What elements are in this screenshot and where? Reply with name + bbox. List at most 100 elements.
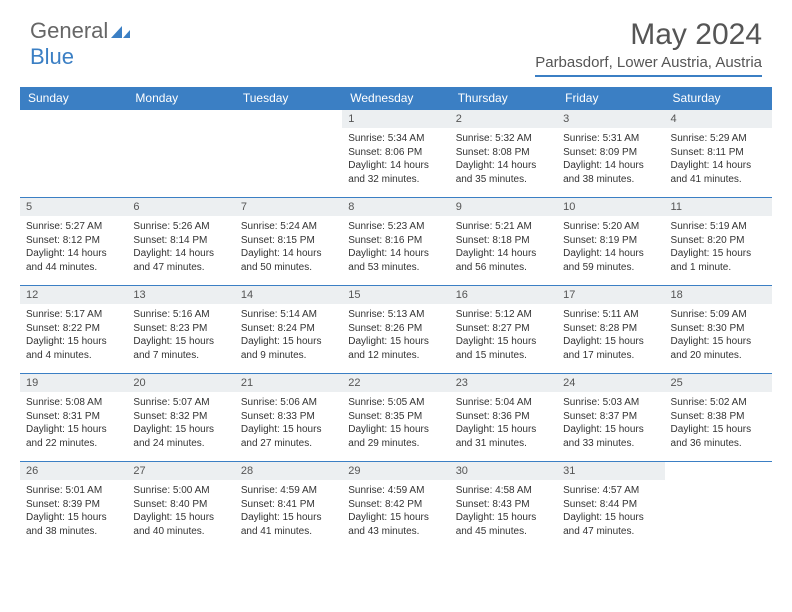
day-details: Sunrise: 4:59 AMSunset: 8:42 PMDaylight:… (342, 480, 449, 542)
day-details: Sunrise: 5:23 AMSunset: 8:16 PMDaylight:… (342, 216, 449, 278)
day-number: 22 (342, 374, 449, 392)
calendar-day-cell: 20Sunrise: 5:07 AMSunset: 8:32 PMDayligh… (127, 374, 234, 462)
calendar-day-cell: 8Sunrise: 5:23 AMSunset: 8:16 PMDaylight… (342, 198, 449, 286)
day-number: 8 (342, 198, 449, 216)
day-number: 5 (20, 198, 127, 216)
day-number: 31 (557, 462, 664, 480)
day-details: Sunrise: 4:58 AMSunset: 8:43 PMDaylight:… (450, 480, 557, 542)
day-details: Sunrise: 5:01 AMSunset: 8:39 PMDaylight:… (20, 480, 127, 542)
day-details: Sunrise: 5:19 AMSunset: 8:20 PMDaylight:… (665, 216, 772, 278)
weekday-header: Tuesday (235, 87, 342, 110)
calendar-body: 1Sunrise: 5:34 AMSunset: 8:06 PMDaylight… (20, 110, 772, 550)
calendar-day-cell: 13Sunrise: 5:16 AMSunset: 8:23 PMDayligh… (127, 286, 234, 374)
weekday-header: Saturday (665, 87, 772, 110)
calendar-day-cell: 22Sunrise: 5:05 AMSunset: 8:35 PMDayligh… (342, 374, 449, 462)
day-details: Sunrise: 5:14 AMSunset: 8:24 PMDaylight:… (235, 304, 342, 366)
day-details: Sunrise: 5:12 AMSunset: 8:27 PMDaylight:… (450, 304, 557, 366)
weekday-header: Thursday (450, 87, 557, 110)
day-details: Sunrise: 5:34 AMSunset: 8:06 PMDaylight:… (342, 128, 449, 190)
day-number: 17 (557, 286, 664, 304)
day-details: Sunrise: 5:00 AMSunset: 8:40 PMDaylight:… (127, 480, 234, 542)
day-details: Sunrise: 4:59 AMSunset: 8:41 PMDaylight:… (235, 480, 342, 542)
calendar-day-cell (127, 110, 234, 198)
day-details: Sunrise: 5:31 AMSunset: 8:09 PMDaylight:… (557, 128, 664, 190)
calendar-day-cell: 14Sunrise: 5:14 AMSunset: 8:24 PMDayligh… (235, 286, 342, 374)
day-number: 28 (235, 462, 342, 480)
calendar-day-cell: 18Sunrise: 5:09 AMSunset: 8:30 PMDayligh… (665, 286, 772, 374)
day-number: 10 (557, 198, 664, 216)
day-details: Sunrise: 5:13 AMSunset: 8:26 PMDaylight:… (342, 304, 449, 366)
day-number: 4 (665, 110, 772, 128)
day-details: Sunrise: 5:20 AMSunset: 8:19 PMDaylight:… (557, 216, 664, 278)
logo-text-2: Blue (30, 44, 74, 69)
day-details: Sunrise: 5:26 AMSunset: 8:14 PMDaylight:… (127, 216, 234, 278)
calendar-day-cell: 21Sunrise: 5:06 AMSunset: 8:33 PMDayligh… (235, 374, 342, 462)
calendar-week-row: 19Sunrise: 5:08 AMSunset: 8:31 PMDayligh… (20, 374, 772, 462)
title-block: May 2024 Parbasdorf, Lower Austria, Aust… (535, 18, 762, 77)
calendar-day-cell: 5Sunrise: 5:27 AMSunset: 8:12 PMDaylight… (20, 198, 127, 286)
calendar-day-cell: 30Sunrise: 4:58 AMSunset: 8:43 PMDayligh… (450, 462, 557, 550)
weekday-header: Wednesday (342, 87, 449, 110)
calendar-day-cell: 25Sunrise: 5:02 AMSunset: 8:38 PMDayligh… (665, 374, 772, 462)
calendar-day-cell: 4Sunrise: 5:29 AMSunset: 8:11 PMDaylight… (665, 110, 772, 198)
calendar-day-cell: 6Sunrise: 5:26 AMSunset: 8:14 PMDaylight… (127, 198, 234, 286)
day-number: 21 (235, 374, 342, 392)
calendar-day-cell: 28Sunrise: 4:59 AMSunset: 8:41 PMDayligh… (235, 462, 342, 550)
day-number: 11 (665, 198, 772, 216)
calendar-day-cell: 2Sunrise: 5:32 AMSunset: 8:08 PMDaylight… (450, 110, 557, 198)
day-number: 19 (20, 374, 127, 392)
day-number: 25 (665, 374, 772, 392)
day-details: Sunrise: 5:06 AMSunset: 8:33 PMDaylight:… (235, 392, 342, 454)
logo: GeneralBlue (30, 18, 131, 70)
day-details: Sunrise: 5:08 AMSunset: 8:31 PMDaylight:… (20, 392, 127, 454)
weekday-header: Friday (557, 87, 664, 110)
calendar-week-row: 26Sunrise: 5:01 AMSunset: 8:39 PMDayligh… (20, 462, 772, 550)
day-number: 14 (235, 286, 342, 304)
day-details: Sunrise: 5:21 AMSunset: 8:18 PMDaylight:… (450, 216, 557, 278)
day-details: Sunrise: 4:57 AMSunset: 8:44 PMDaylight:… (557, 480, 664, 542)
day-details: Sunrise: 5:11 AMSunset: 8:28 PMDaylight:… (557, 304, 664, 366)
day-number: 20 (127, 374, 234, 392)
day-number: 27 (127, 462, 234, 480)
day-number: 26 (20, 462, 127, 480)
day-number: 29 (342, 462, 449, 480)
calendar-day-cell: 29Sunrise: 4:59 AMSunset: 8:42 PMDayligh… (342, 462, 449, 550)
month-title: May 2024 (535, 18, 762, 52)
day-number: 23 (450, 374, 557, 392)
day-number: 3 (557, 110, 664, 128)
location: Parbasdorf, Lower Austria, Austria (535, 54, 762, 77)
calendar-week-row: 12Sunrise: 5:17 AMSunset: 8:22 PMDayligh… (20, 286, 772, 374)
calendar-day-cell: 17Sunrise: 5:11 AMSunset: 8:28 PMDayligh… (557, 286, 664, 374)
day-details: Sunrise: 5:05 AMSunset: 8:35 PMDaylight:… (342, 392, 449, 454)
day-details: Sunrise: 5:32 AMSunset: 8:08 PMDaylight:… (450, 128, 557, 190)
calendar-day-cell: 12Sunrise: 5:17 AMSunset: 8:22 PMDayligh… (20, 286, 127, 374)
day-number: 12 (20, 286, 127, 304)
day-number: 18 (665, 286, 772, 304)
weekday-header-row: SundayMondayTuesdayWednesdayThursdayFrid… (20, 87, 772, 110)
calendar-day-cell: 7Sunrise: 5:24 AMSunset: 8:15 PMDaylight… (235, 198, 342, 286)
calendar-day-cell: 1Sunrise: 5:34 AMSunset: 8:06 PMDaylight… (342, 110, 449, 198)
calendar-day-cell: 16Sunrise: 5:12 AMSunset: 8:27 PMDayligh… (450, 286, 557, 374)
day-details: Sunrise: 5:16 AMSunset: 8:23 PMDaylight:… (127, 304, 234, 366)
day-number: 9 (450, 198, 557, 216)
day-number: 6 (127, 198, 234, 216)
day-number: 15 (342, 286, 449, 304)
calendar-day-cell: 9Sunrise: 5:21 AMSunset: 8:18 PMDaylight… (450, 198, 557, 286)
calendar-day-cell: 31Sunrise: 4:57 AMSunset: 8:44 PMDayligh… (557, 462, 664, 550)
day-number: 16 (450, 286, 557, 304)
weekday-header: Sunday (20, 87, 127, 110)
day-details: Sunrise: 5:24 AMSunset: 8:15 PMDaylight:… (235, 216, 342, 278)
day-number: 2 (450, 110, 557, 128)
weekday-header: Monday (127, 87, 234, 110)
calendar-week-row: 1Sunrise: 5:34 AMSunset: 8:06 PMDaylight… (20, 110, 772, 198)
day-number: 7 (235, 198, 342, 216)
day-details: Sunrise: 5:04 AMSunset: 8:36 PMDaylight:… (450, 392, 557, 454)
day-number: 13 (127, 286, 234, 304)
calendar-day-cell: 10Sunrise: 5:20 AMSunset: 8:19 PMDayligh… (557, 198, 664, 286)
calendar-day-cell: 11Sunrise: 5:19 AMSunset: 8:20 PMDayligh… (665, 198, 772, 286)
day-details: Sunrise: 5:17 AMSunset: 8:22 PMDaylight:… (20, 304, 127, 366)
day-details: Sunrise: 5:29 AMSunset: 8:11 PMDaylight:… (665, 128, 772, 190)
logo-triangle-icon (111, 18, 131, 44)
calendar-week-row: 5Sunrise: 5:27 AMSunset: 8:12 PMDaylight… (20, 198, 772, 286)
logo-text-1: General (30, 18, 108, 43)
